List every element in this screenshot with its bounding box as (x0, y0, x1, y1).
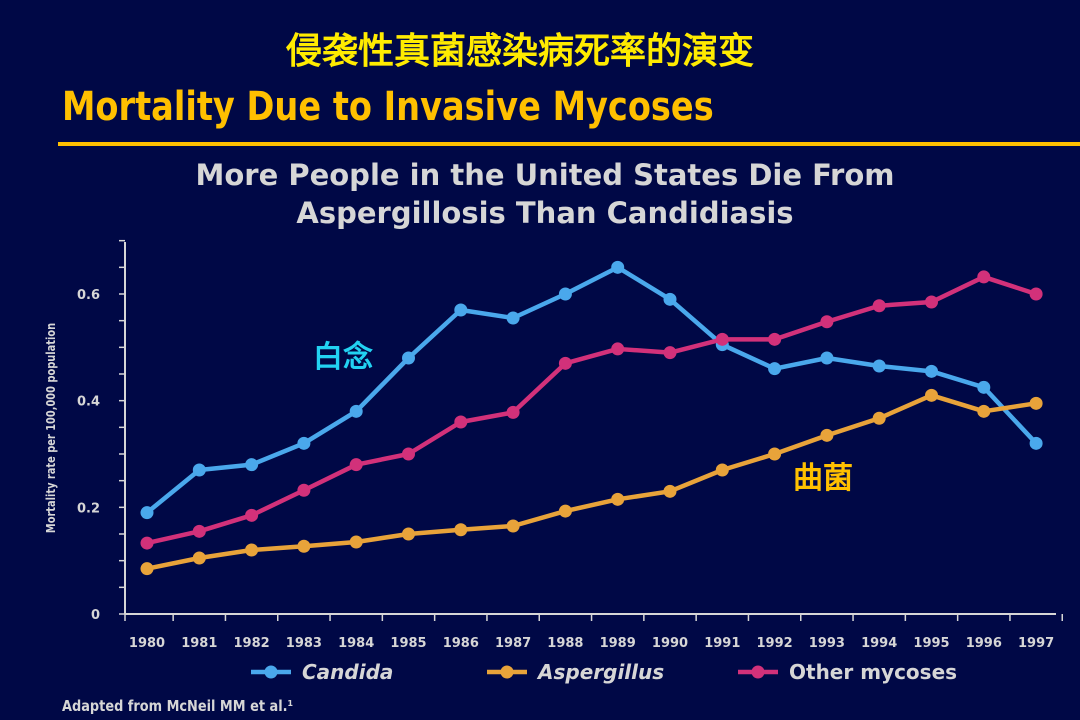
series-line (146, 274, 1037, 546)
x-tick-label: 1985 (390, 636, 426, 651)
data-point (245, 458, 259, 472)
data-point (140, 562, 154, 576)
data-point (558, 356, 572, 370)
data-point (245, 508, 259, 522)
data-point (611, 342, 625, 356)
chart-subtitle: More People in the United States Die Fro… (0, 156, 1080, 232)
legend-swatch-marker (500, 665, 514, 679)
series-other-mycoses (140, 270, 1043, 550)
legend-swatch-marker (751, 665, 765, 679)
x-tick-label: 1983 (286, 636, 322, 651)
data-point (663, 346, 677, 360)
chinese-title: 侵袭性真菌感染病死率的演变 (285, 31, 754, 72)
data-point (349, 404, 363, 418)
data-point (140, 536, 154, 550)
x-tick-label: 1990 (652, 636, 688, 651)
data-point (1029, 396, 1043, 410)
data-point (925, 388, 938, 402)
y-tick-label: 0 (91, 608, 100, 623)
legend-label: Other mycoses (789, 660, 957, 684)
x-tick-label: 1987 (495, 636, 531, 651)
data-point (768, 447, 782, 461)
data-point (297, 539, 311, 553)
legend-label: Candida (302, 660, 393, 684)
data-point (454, 415, 468, 429)
data-point (558, 287, 572, 301)
y-axis-label: Mortality rate per 100,000 population (44, 323, 58, 533)
data-point (820, 315, 834, 329)
data-point (977, 404, 991, 418)
x-tick-label: 1986 (443, 636, 479, 651)
data-point (454, 303, 468, 317)
data-point (506, 311, 520, 325)
x-tick-label: 1991 (704, 636, 740, 651)
data-point (872, 359, 886, 373)
y-tick-label: 0.2 (77, 501, 100, 516)
x-tick-label: 1993 (809, 636, 845, 651)
series-aspergillus (140, 388, 1043, 576)
x-tick-label: 1984 (338, 636, 374, 651)
data-point (349, 458, 363, 472)
data-point (715, 332, 729, 346)
data-point (768, 362, 782, 376)
data-point (663, 292, 677, 306)
data-point (872, 411, 886, 425)
data-point (977, 270, 991, 284)
data-point (402, 351, 415, 365)
data-point (715, 463, 729, 477)
legend-swatch-marker (264, 665, 278, 679)
x-tick-label: 1992 (757, 636, 793, 651)
data-point (1029, 436, 1043, 450)
x-tick-label: 1980 (129, 636, 165, 651)
x-tick-label: 1997 (1018, 636, 1054, 651)
data-point (611, 260, 625, 274)
data-point (297, 483, 311, 497)
data-point (977, 380, 991, 394)
data-point (611, 492, 625, 506)
data-point (349, 535, 363, 549)
subtitle-line-1: More People in the United States Die Fro… (195, 158, 895, 192)
x-tick-label: 1996 (966, 636, 1002, 651)
data-point (872, 299, 886, 313)
data-point (820, 351, 834, 365)
data-point (768, 332, 782, 346)
series-line (146, 393, 1037, 571)
x-tick-label: 1982 (234, 636, 270, 651)
data-point (820, 428, 834, 442)
x-tick-label: 1994 (861, 636, 897, 651)
x-tick-label: 1981 (181, 636, 217, 651)
data-point (402, 527, 415, 541)
data-point (506, 519, 520, 533)
data-point (454, 523, 468, 537)
series-line (145, 265, 1038, 515)
series-candida (140, 260, 1043, 520)
data-point (1029, 287, 1043, 301)
subtitle-line-2: Aspergillosis Than Candidiasis (296, 196, 794, 230)
data-point (192, 551, 206, 565)
data-point (925, 364, 938, 378)
data-point (506, 405, 520, 419)
x-tick-label: 1995 (913, 636, 949, 651)
legend-label: Aspergillus (536, 660, 664, 684)
x-tick-label: 1989 (600, 636, 636, 651)
english-title: Mortality Due to Invasive Mycoses (62, 84, 714, 130)
data-point (925, 295, 938, 309)
data-point (245, 543, 259, 557)
data-point (297, 436, 311, 450)
source-note: Adapted from McNeil MM et al.¹ (62, 697, 294, 715)
y-tick-label: 0.6 (77, 288, 100, 303)
x-tick-label: 1988 (547, 636, 583, 651)
y-tick-label: 0.4 (77, 395, 100, 410)
data-point (192, 524, 206, 538)
data-point (192, 463, 206, 477)
title-divider (58, 142, 1080, 146)
series-annotation: 白念 (313, 340, 373, 375)
series-annotation: 曲菌 (793, 461, 853, 496)
data-point (663, 484, 677, 498)
data-point (402, 447, 415, 461)
data-point (140, 506, 154, 520)
data-point (558, 504, 572, 518)
